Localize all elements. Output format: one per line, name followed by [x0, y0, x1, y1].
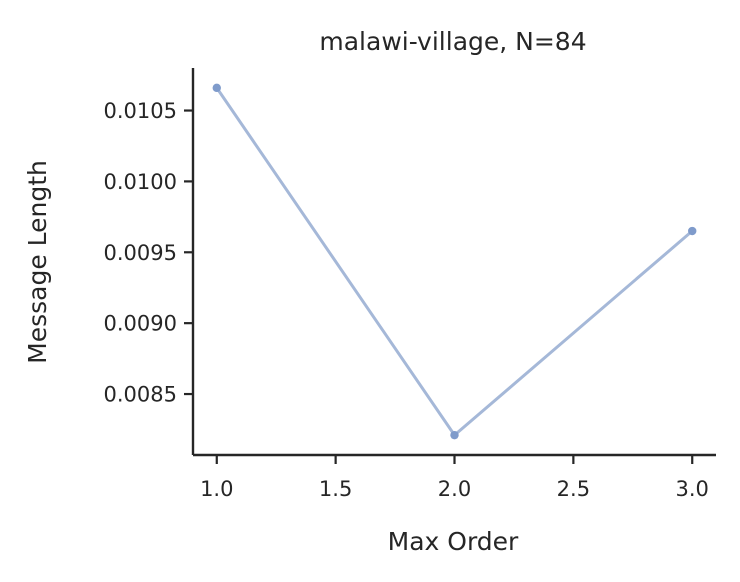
series-layer: [212, 83, 697, 440]
data-point: [688, 226, 697, 236]
data-point: [212, 83, 221, 93]
y-axis-label: Message Length: [23, 160, 52, 364]
x-tick-label: 2.0: [438, 477, 471, 501]
data-point: [450, 430, 459, 440]
y-tick-label: 0.0090: [104, 312, 177, 336]
y-tick-label: 0.0095: [104, 241, 177, 265]
series-line: [215, 86, 694, 437]
x-axis-ticks: 1.0 1.5 2.0 2.5 3.0: [200, 455, 709, 501]
x-tick-label: 1.5: [319, 477, 352, 501]
plot-area: 1.0 1.5 2.0 2.5 3.0 0.0085 0.0090 0.0095 0.0100…: [104, 68, 716, 501]
y-axis-ticks: 0.0085 0.0090 0.0095 0.0100 0.0105: [104, 99, 193, 407]
chart-title: malawi-village, N=84: [319, 27, 586, 56]
x-tick-label: 1.0: [200, 477, 233, 501]
y-tick-label: 0.0100: [104, 170, 177, 194]
y-tick-label: 0.0085: [104, 383, 177, 407]
x-tick-label: 3.0: [676, 477, 709, 501]
x-axis-label: Max Order: [388, 527, 519, 556]
x-tick-label: 2.5: [557, 477, 590, 501]
y-tick-label: 0.0105: [104, 99, 177, 123]
